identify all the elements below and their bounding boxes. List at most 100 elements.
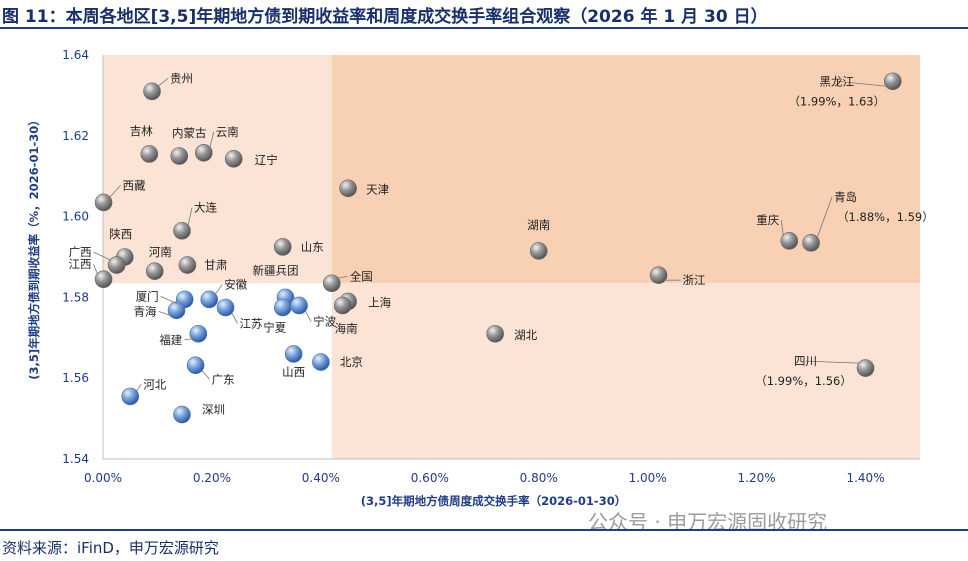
point-marker: [780, 232, 799, 250]
point-label: 宁波: [313, 314, 336, 328]
point-label: 青岛: [834, 190, 857, 204]
point-marker: [224, 150, 243, 168]
title-rule: [0, 27, 968, 29]
point-note: （1.99%，1.63）: [788, 94, 885, 108]
point-note: （1.99%，1.56）: [755, 374, 852, 388]
point-label: 山东: [301, 240, 324, 254]
x-tick-label: 1.40%: [846, 471, 884, 485]
point-label: 江西: [69, 257, 92, 271]
chart-points: [94, 72, 902, 424]
chart-axes: 1.54 1.56 1.58 1.60 1.62 1.64 0.00% 0.20% 0.40% 0…: [27, 48, 920, 508]
point-label: 宁夏: [263, 321, 286, 335]
point-label: 四川: [794, 354, 817, 368]
x-tick-label: 0.80%: [520, 471, 558, 485]
y-tick-label: 1.54: [62, 452, 89, 466]
point-label: 上海: [368, 295, 391, 309]
point-label: 内蒙古: [172, 126, 207, 140]
leader-line: [135, 384, 142, 392]
point-marker: [143, 82, 161, 101]
leader-line: [805, 360, 860, 364]
point-label: 广东: [212, 372, 235, 386]
point-label: 海南: [335, 321, 358, 335]
y-tick-label: 1.60: [62, 210, 89, 224]
y-tick-label: 1.64: [62, 48, 89, 62]
point-marker: [186, 356, 205, 375]
point-marker: [486, 324, 504, 343]
point-marker: [194, 143, 213, 162]
leader-line: [158, 310, 171, 316]
quadrant-top-right: [331, 55, 920, 284]
point-marker: [107, 256, 126, 274]
scatter-chart: 1.54 1.56 1.58 1.60 1.62 1.64 0.00% 0.20% 0.40% 0…: [27, 48, 934, 508]
point-marker: [216, 298, 235, 317]
point-label: 贵州: [170, 71, 193, 85]
point-label: 河南: [149, 245, 172, 259]
point-label: 天津: [366, 182, 389, 196]
point-label: 广西: [69, 245, 92, 259]
point-label: 青海: [134, 304, 157, 318]
x-tick-label: 1.20%: [738, 471, 776, 485]
point-label: 陕西: [109, 227, 132, 241]
x-tick-label: 0.60%: [411, 471, 449, 485]
leader-line: [231, 312, 238, 324]
point-note: （1.88%，1.59）: [837, 210, 934, 224]
point-label: 山西: [282, 365, 305, 379]
point-label: 湖南: [527, 218, 550, 232]
point-label: 浙江: [683, 273, 706, 287]
point-label: 黑龙江: [820, 74, 855, 88]
source-note: 资料来源：iFinD，申万宏源研究: [2, 539, 219, 557]
point-marker: [189, 324, 208, 343]
point-marker: [173, 221, 191, 240]
point-marker: [312, 353, 330, 371]
point-marker: [802, 234, 820, 252]
source-rule: [0, 529, 968, 531]
point-label: 吉林: [130, 124, 153, 138]
x-tick-label: 0.00%: [84, 471, 122, 485]
point-label: 大连: [194, 201, 217, 215]
point-marker: [121, 387, 140, 406]
point-marker: [290, 296, 308, 315]
figure-title: 图 11：本周各地区[3,5]年期地方债到期收益率和周度成交换手率组合观察（20…: [2, 7, 768, 27]
point-marker: [273, 298, 292, 317]
quadrant-background: [103, 55, 920, 459]
leader-line: [157, 78, 169, 87]
quadrant-bottom-right: [331, 283, 920, 459]
point-marker: [178, 256, 197, 274]
y-tick-label: 1.62: [62, 129, 89, 143]
point-label: 福建: [159, 333, 182, 347]
point-marker: [284, 345, 303, 363]
point-label: 江苏: [240, 317, 263, 331]
point-label: 深圳: [202, 403, 225, 417]
leader-line: [780, 219, 784, 236]
point-label: 西藏: [123, 178, 146, 192]
y-tick-label: 1.56: [62, 371, 89, 385]
leader-line: [304, 310, 312, 322]
point-marker: [94, 270, 113, 289]
point-marker: [333, 296, 352, 315]
point-label: 甘肃: [204, 258, 227, 272]
point-marker: [173, 405, 191, 424]
y-axis-title: (3,5]年期地方债到期收益率（%，2026-01-30）: [27, 114, 41, 379]
point-marker: [140, 145, 159, 163]
point-label: 北京: [340, 355, 363, 369]
point-marker: [167, 301, 186, 320]
y-tick-label: 1.58: [62, 290, 89, 304]
leader-line: [209, 131, 215, 148]
point-label: 厦门: [136, 289, 159, 303]
leader-line: [201, 370, 210, 380]
point-marker: [339, 179, 357, 198]
leader-line: [93, 264, 98, 275]
leader-line: [93, 251, 111, 261]
x-axis-title: (3,5]年期地方债周度成交换手率（2026-01-30）: [361, 494, 626, 508]
point-label: 全国: [350, 269, 373, 283]
point-marker: [649, 266, 668, 284]
leader-line: [337, 275, 348, 279]
x-tick-label: 0.20%: [193, 471, 231, 485]
leader-line: [816, 196, 833, 238]
point-label: 新疆兵团: [252, 263, 298, 277]
leader-line: [109, 185, 121, 198]
point-marker: [322, 274, 341, 293]
point-label: 重庆: [756, 213, 779, 227]
point-marker: [529, 242, 548, 260]
